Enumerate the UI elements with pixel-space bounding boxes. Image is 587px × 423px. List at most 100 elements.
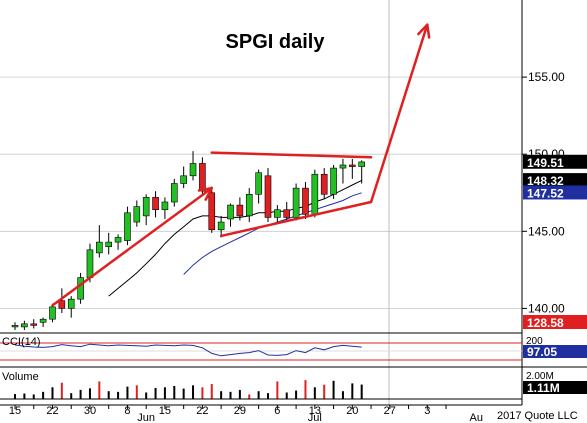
- date-tick-label: 15: [9, 405, 21, 417]
- date-tick-label: 3: [424, 405, 430, 417]
- cci-value-label: 97.05: [527, 345, 557, 359]
- volume-bar: [23, 393, 26, 399]
- price-badge-box: [523, 185, 587, 200]
- candle-body: [330, 167, 337, 195]
- date-tick-label: 6: [274, 405, 280, 417]
- candle: [96, 225, 103, 258]
- candle: [320, 168, 328, 199]
- volume-bar: [88, 388, 91, 399]
- candle-body: [86, 249, 94, 278]
- cci-panel: CCI(14) 200 97.05: [0, 332, 587, 361]
- candle-body: [152, 197, 159, 211]
- candle-body: [245, 193, 253, 217]
- price-tick-label: 155.00: [528, 70, 565, 84]
- price-badge-label: 149.51: [527, 156, 564, 170]
- price-badge-label: 128.58: [527, 316, 564, 330]
- candle: [227, 203, 234, 227]
- candle: [311, 169, 319, 218]
- volume-panel: Volume 2.00M 1.11M: [0, 366, 587, 400]
- candle: [208, 186, 216, 233]
- candle: [189, 151, 197, 181]
- candle: [236, 197, 244, 221]
- volume-bar: [145, 392, 148, 399]
- price-badge: 128.58: [523, 315, 587, 330]
- candle-body: [39, 318, 47, 323]
- volume-bar: [266, 393, 269, 399]
- candle: [217, 215, 225, 238]
- candle-body: [283, 209, 291, 218]
- candle: [152, 191, 159, 218]
- candle-body: [264, 175, 272, 218]
- volume-bar: [117, 391, 120, 399]
- candle-body: [170, 183, 178, 203]
- date-tick-label: 22: [196, 405, 208, 417]
- candle: [274, 205, 281, 224]
- month-label: Jul: [308, 412, 322, 423]
- candle-body: [189, 163, 197, 177]
- date-tick-label: 30: [84, 405, 96, 417]
- month-label: Au: [470, 412, 483, 423]
- volume-bar: [360, 384, 363, 399]
- candle-body: [236, 204, 244, 217]
- volume-bars: [14, 380, 363, 399]
- date-tick-label: 15: [159, 405, 171, 417]
- price-badge-box: [523, 173, 587, 188]
- candle: [330, 165, 337, 199]
- volume-bar: [42, 391, 45, 399]
- candle-body: [349, 164, 356, 167]
- trend-arrow-head: [417, 23, 431, 39]
- cci-line: [14, 343, 362, 357]
- candle: [292, 183, 300, 221]
- candle-body: [67, 298, 75, 309]
- candle-body: [114, 237, 122, 243]
- volume-bar: [351, 383, 354, 399]
- candle: [142, 194, 150, 226]
- volume-bar: [323, 384, 326, 399]
- volume-bar: [70, 393, 73, 399]
- volume-bar: [304, 380, 307, 399]
- candle-body: [133, 206, 141, 223]
- date-tick-label: 13: [309, 405, 321, 417]
- candle-body: [49, 306, 56, 320]
- candle: [264, 168, 272, 223]
- date-tick-labels: 15 22 30 8 15 22 29 6 13 20 27 3: [9, 405, 447, 417]
- candle-body: [199, 163, 206, 192]
- trend-line: [210, 151, 373, 159]
- volume-label: Volume: [2, 371, 39, 383]
- price-tick-label: 140.00: [528, 301, 565, 315]
- candle-body: [142, 197, 150, 217]
- candlesticks: [11, 151, 365, 330]
- candle-body: [105, 241, 112, 248]
- volume-axis-label: 2.00M: [526, 371, 554, 382]
- volume-bar: [257, 391, 260, 399]
- volume-bar: [154, 387, 157, 399]
- candle: [339, 158, 347, 184]
- price-badge: 149.51: [523, 154, 587, 170]
- volume-bar: [107, 391, 110, 399]
- price-badge-label: 148.32: [527, 174, 564, 188]
- candle-body: [227, 204, 234, 220]
- candle-body: [180, 175, 187, 184]
- volume-bar: [173, 386, 176, 399]
- moving-average-line: [108, 179, 362, 297]
- price-badge-box: [523, 154, 587, 169]
- candle: [67, 296, 75, 318]
- candle: [349, 158, 356, 179]
- candle: [302, 181, 309, 219]
- date-tick-label: 27: [384, 405, 396, 417]
- month-label: Jun: [137, 412, 155, 423]
- candle: [161, 197, 169, 219]
- volume-bar: [60, 382, 63, 399]
- cci-value-badge: [523, 345, 587, 358]
- candle: [255, 169, 262, 204]
- candle: [283, 202, 291, 223]
- volume-bar: [79, 389, 82, 399]
- trend-arrow-line: [51, 186, 214, 307]
- candle: [170, 178, 178, 207]
- candle-body: [255, 172, 262, 195]
- candle: [39, 317, 47, 327]
- volume-bar: [126, 386, 129, 399]
- volume-bar: [98, 381, 101, 399]
- cci-label: CCI(14): [2, 336, 41, 348]
